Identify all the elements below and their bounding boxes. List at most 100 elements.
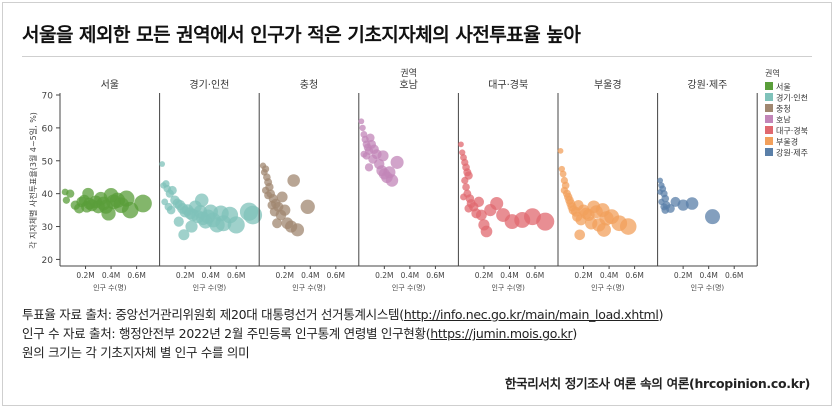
x-tick-label: 0.2M (375, 271, 393, 280)
data-point (364, 163, 374, 172)
data-point (460, 193, 467, 201)
facet-label: 대구·경북 (488, 78, 528, 91)
pop-source-close: ) (572, 326, 577, 341)
data-point (619, 218, 637, 235)
data-point (473, 196, 485, 208)
x-tick-label: 0.2M (475, 271, 493, 280)
data-point (276, 191, 288, 203)
data-point (194, 193, 209, 208)
x-tick-label: 0.6M (426, 271, 444, 280)
facet-label: 강원·제주 (687, 79, 727, 91)
x-tick-label: 0.2M (176, 271, 194, 280)
data-point (279, 204, 291, 216)
data-point (362, 152, 371, 160)
data-point (685, 197, 699, 210)
pop-source-link[interactable]: https://jumin.mois.go.kr (430, 326, 573, 341)
legend-swatch (765, 104, 773, 112)
legend-label: 서울 (776, 83, 791, 92)
facet-title-label: 권역 (400, 67, 417, 79)
data-point (101, 206, 116, 221)
size-note: 원의 크기는 각 기초지자체 별 인구 수를 의미 (22, 345, 250, 360)
x-tick-label: 0.2M (76, 271, 94, 280)
vote-source-text: 투표율 자료 출처: 중앙선거관리위원회 제20대 대통령선거 선거통계시스템( (22, 307, 404, 322)
vote-source-close: ) (658, 307, 664, 322)
data-point (121, 201, 139, 219)
source-notes: 투표율 자료 출처: 중앙선거관리위원회 제20대 대통령선거 선거통계시스템(… (22, 305, 663, 362)
facet-label: 호남 (399, 79, 417, 91)
legend-label: 충청 (776, 105, 791, 114)
data-point (166, 205, 176, 215)
y-tick-label: 50 (42, 157, 54, 167)
legend-swatch (765, 148, 773, 156)
y-tick-label: 30 (42, 223, 54, 233)
legend-label: 호남 (776, 116, 791, 125)
pop-source-line: 인구 수 자료 출처: 행정안전부 2022년 2월 주민등록 인구통계 연령별… (22, 324, 663, 343)
x-axis-label: 인구 수(명) (392, 283, 426, 292)
data-point (705, 209, 721, 225)
data-point (574, 229, 586, 241)
data-point (385, 174, 399, 187)
data-point (365, 133, 375, 143)
data-point (161, 198, 169, 206)
data-point (287, 174, 300, 187)
data-point (596, 222, 611, 237)
data-point (359, 124, 366, 132)
data-point (458, 141, 464, 148)
data-point (661, 206, 670, 214)
data-point (390, 155, 404, 169)
pop-source-text: 인구 수 자료 출처: 행정안전부 2022년 2월 주민등록 인구통계 연령별… (22, 326, 431, 341)
data-point (173, 216, 184, 227)
legend-swatch (765, 93, 773, 101)
data-point (82, 187, 94, 200)
data-point (559, 170, 567, 178)
x-tick-label: 0.6M (227, 271, 245, 280)
data-point (243, 205, 263, 225)
scatter-chart: 20 30 40 50 60 70 각 지자체별 사전투표율(3월 4~5일, %) 서울 0.… (28, 67, 808, 292)
x-axis-label: 인구 수(명) (93, 283, 127, 292)
x-tick-label: 0.6M (526, 271, 544, 280)
data-point (490, 196, 504, 211)
x-tick-label: 0.6M (725, 271, 743, 280)
facet-label: 충청 (300, 79, 318, 91)
x-tick-label: 0.6M (625, 271, 643, 280)
data-point (475, 209, 487, 221)
data-point (261, 165, 270, 173)
facet-label: 서울 (101, 79, 119, 91)
x-tick-label: 0.2M (674, 271, 692, 280)
x-tick-label: 0.4M (600, 271, 618, 280)
data-point (300, 199, 315, 214)
data-point (462, 183, 470, 191)
x-tick-label: 0.4M (102, 271, 120, 280)
x-tick-label: 0.6M (127, 271, 145, 280)
data-point (227, 216, 245, 234)
data-point (178, 229, 190, 241)
x-axis-label: 인구 수(명) (292, 283, 326, 292)
y-tick-label: 60 (42, 124, 54, 134)
vote-source-line: 투표율 자료 출처: 중앙선거관리위원회 제20대 대통령선거 선거통계시스템(… (22, 305, 663, 324)
data-point (368, 154, 378, 164)
legend-swatch (765, 137, 773, 145)
x-tick-label: 0.2M (574, 271, 592, 280)
y-tick-label: 70 (42, 92, 54, 102)
y-tick-label: 40 (42, 190, 54, 200)
data-point (159, 161, 166, 167)
data-point (480, 225, 493, 238)
legend-label: 경기·인천 (776, 93, 808, 103)
facet-label: 경기·인천 (189, 78, 229, 91)
data-point (461, 176, 469, 185)
legend-label: 강원·제주 (776, 148, 808, 158)
x-tick-label: 0.4M (500, 271, 518, 280)
x-tick-label: 0.4M (699, 271, 717, 280)
x-tick-label: 0.4M (201, 271, 219, 280)
data-point (557, 148, 564, 154)
data-point (272, 218, 283, 229)
vote-source-link[interactable]: http://info.nec.go.kr/main/main_load.xht… (403, 307, 659, 322)
x-tick-label: 0.4M (401, 271, 419, 280)
data-point (185, 220, 198, 233)
data-point (213, 205, 229, 222)
data-point (290, 223, 305, 237)
legend-label: 부울경 (776, 137, 798, 147)
y-axis-label: 각 지자체별 사전투표율(3월 4~5일, %) (28, 112, 38, 249)
y-tick-label: 20 (42, 256, 54, 266)
legend-swatch (765, 82, 773, 90)
